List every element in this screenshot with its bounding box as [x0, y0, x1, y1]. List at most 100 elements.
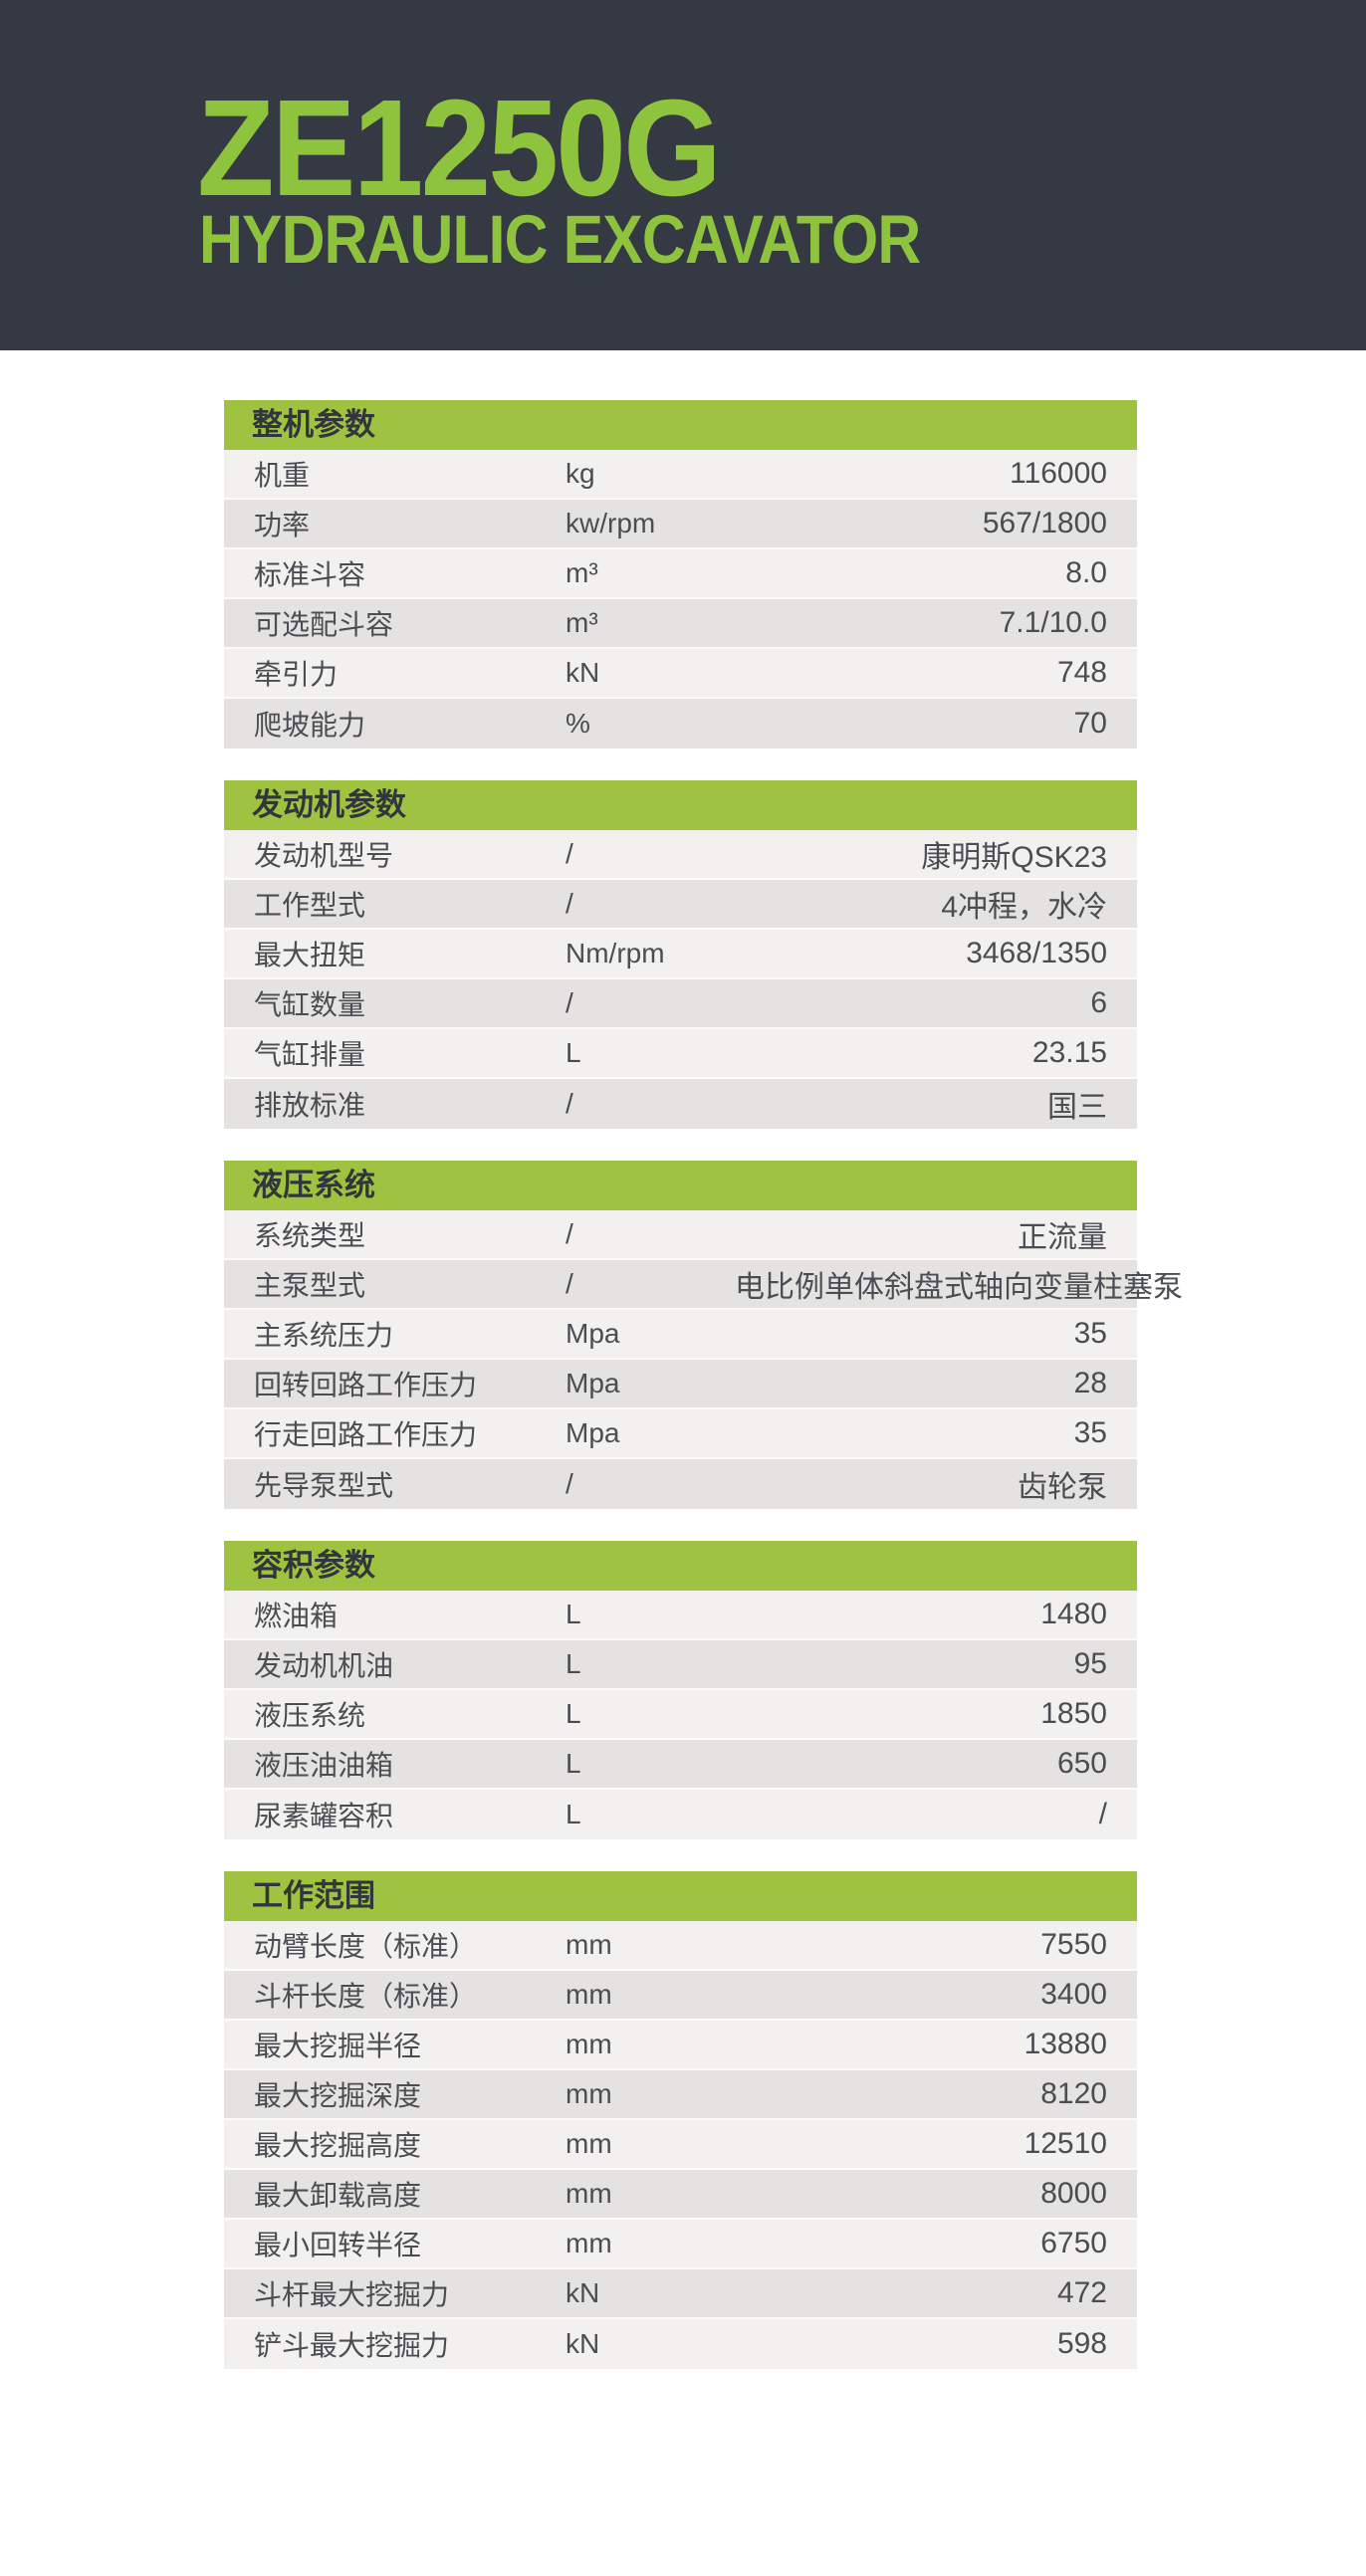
- section-rows: 机重 kg 116000 功率 kw/rpm 567/1800 标准斗容 m³ …: [224, 450, 1137, 749]
- table-row: 尿素罐容积 L /: [224, 1790, 1137, 1839]
- section-rows: 系统类型 / 正流量 主泵型式 / 电比例单体斜盘式轴向变量柱塞泵 主系统压力 …: [224, 1210, 1183, 1509]
- table-row: 最大卸载高度 mm 8000: [224, 2170, 1137, 2220]
- row-value: 齿轮泵: [1018, 1471, 1107, 1504]
- table-row: 液压油油箱 L 650: [224, 1740, 1137, 1790]
- table-row: 气缸排量 L 23.15: [224, 1029, 1137, 1079]
- row-label: 气缸数量: [254, 989, 366, 1020]
- section-rows: 燃油箱 L 1480 发动机机油 L 95 液压系统 L 1850 液压油油箱 …: [224, 1591, 1137, 1839]
- table-row: 可选配斗容 m³ 7.1/10.0: [224, 599, 1137, 649]
- table-row: 最大扭矩 Nm/rpm 3468/1350: [224, 930, 1137, 979]
- row-unit: kN: [566, 657, 600, 688]
- spec-section: 整机参数 机重 kg 116000 功率 kw/rpm 567/1800 标准斗…: [224, 400, 1137, 749]
- section-header-bar: 容积参数: [224, 1541, 1137, 1591]
- table-row: 系统类型 / 正流量: [224, 1210, 1137, 1260]
- row-unit: Nm/rpm: [566, 938, 665, 968]
- table-row: 功率 kw/rpm 567/1800: [224, 500, 1137, 549]
- row-value: 116000: [1010, 457, 1107, 490]
- row-label: 液压油油箱: [254, 1750, 394, 1781]
- row-value: 正流量: [1018, 1221, 1107, 1254]
- table-row: 排放标准 / 国三: [224, 1079, 1137, 1129]
- section-rows: 发动机型号 / 康明斯QSK23 工作型式 / 4冲程，水冷 最大扭矩 Nm/r…: [224, 830, 1137, 1129]
- row-label: 最大挖掘深度: [254, 2080, 422, 2111]
- table-row: 动臂长度（标准） mm 7550: [224, 1921, 1137, 1971]
- table-row: 主系统压力 Mpa 35: [224, 1310, 1137, 1360]
- row-unit: L: [566, 1037, 581, 1068]
- table-row: 爬坡能力 % 70: [224, 699, 1137, 749]
- row-value: 28: [1073, 1367, 1107, 1399]
- row-label: 最小回转半径: [254, 2230, 422, 2260]
- row-unit: L: [566, 1748, 581, 1779]
- spec-section: 容积参数 燃油箱 L 1480 发动机机油 L 95 液压系统 L 1850 液…: [224, 1541, 1137, 1839]
- row-label: 排放标准: [254, 1090, 366, 1121]
- row-value: 650: [1056, 1747, 1107, 1780]
- spec-section: 液压系统 系统类型 / 正流量 主泵型式 / 电比例单体斜盘式轴向变量柱塞泵 主…: [224, 1161, 1183, 1509]
- row-unit: Mpa: [566, 1318, 620, 1349]
- table-row: 最小回转半径 mm 6750: [224, 2220, 1137, 2269]
- row-value: 3468/1350: [966, 937, 1107, 969]
- row-unit: /: [566, 1268, 573, 1299]
- row-value: 8000: [1040, 2177, 1107, 2210]
- row-label: 机重: [254, 460, 311, 491]
- row-value: 12510: [1024, 2127, 1107, 2160]
- table-row: 最大挖掘半径 mm 13880: [224, 2021, 1137, 2070]
- row-label: 先导泵型式: [254, 1470, 394, 1501]
- row-unit: Mpa: [566, 1368, 620, 1398]
- row-unit: /: [566, 888, 573, 919]
- row-label: 最大卸载高度: [254, 2180, 422, 2211]
- row-value: 康明斯QSK23: [921, 841, 1107, 874]
- row-value: 7.1/10.0: [999, 606, 1107, 639]
- table-row: 气缸数量 / 6: [224, 979, 1137, 1029]
- row-value: 95: [1073, 1647, 1107, 1680]
- model-subtitle: HYDRAULIC EXCAVATOR: [199, 201, 921, 278]
- row-label: 斗杆最大挖掘力: [254, 2279, 450, 2310]
- row-label: 发动机机油: [254, 1650, 394, 1681]
- table-row: 最大挖掘深度 mm 8120: [224, 2070, 1137, 2120]
- header-banner: ZE1250G HYDRAULIC EXCAVATOR: [0, 0, 1366, 350]
- row-label: 功率: [254, 510, 311, 540]
- row-value: 567/1800: [982, 507, 1107, 539]
- row-unit: mm: [566, 2029, 612, 2059]
- row-value: 472: [1056, 2276, 1107, 2309]
- row-unit: /: [566, 1468, 573, 1499]
- row-label: 爬坡能力: [254, 710, 366, 741]
- row-label: 工作型式: [254, 890, 366, 921]
- table-row: 行走回路工作压力 Mpa 35: [224, 1409, 1137, 1459]
- row-unit: mm: [566, 2228, 612, 2258]
- row-value: 6: [1090, 986, 1107, 1019]
- row-value: 598: [1056, 2327, 1107, 2360]
- row-value: 4冲程，水冷: [941, 891, 1107, 924]
- table-row: 最大挖掘高度 mm 12510: [224, 2120, 1137, 2170]
- row-label: 牵引力: [254, 659, 339, 690]
- spec-section: 发动机参数 发动机型号 / 康明斯QSK23 工作型式 / 4冲程，水冷 最大扭…: [224, 780, 1137, 1129]
- row-unit: mm: [566, 1929, 612, 1960]
- row-value: 13880: [1024, 2028, 1107, 2060]
- row-label: 主泵型式: [254, 1270, 366, 1301]
- row-label: 系统类型: [254, 1220, 366, 1251]
- row-value: 国三: [1047, 1091, 1107, 1124]
- row-unit: kN: [566, 2328, 600, 2359]
- row-value: /: [1098, 1798, 1107, 1830]
- row-label: 液压系统: [254, 1700, 366, 1731]
- row-value: 8120: [1040, 2077, 1107, 2110]
- table-row: 主泵型式 / 电比例单体斜盘式轴向变量柱塞泵: [224, 1260, 1183, 1310]
- row-value: 7550: [1040, 1928, 1107, 1961]
- section-title: 整机参数: [252, 407, 375, 442]
- row-value: 748: [1056, 656, 1107, 689]
- row-value: 23.15: [1031, 1036, 1107, 1069]
- row-value: 70: [1073, 707, 1107, 740]
- row-unit: /: [566, 987, 573, 1018]
- row-unit: mm: [566, 1979, 612, 2010]
- row-label: 尿素罐容积: [254, 1801, 394, 1831]
- table-row: 斗杆最大挖掘力 kN 472: [224, 2269, 1137, 2319]
- row-label: 动臂长度（标准）: [254, 1931, 478, 1962]
- row-value: 3400: [1040, 1978, 1107, 2011]
- section-title: 发动机参数: [252, 787, 406, 822]
- model-title: ZE1250G: [197, 72, 722, 225]
- row-unit: m³: [566, 607, 598, 638]
- spec-section: 工作范围 动臂长度（标准） mm 7550 斗杆长度（标准） mm 3400 最…: [224, 1871, 1137, 2369]
- row-unit: %: [566, 708, 590, 739]
- table-row: 标准斗容 m³ 8.0: [224, 549, 1137, 599]
- section-header-bar: 整机参数: [224, 400, 1137, 450]
- row-unit: mm: [566, 2128, 612, 2159]
